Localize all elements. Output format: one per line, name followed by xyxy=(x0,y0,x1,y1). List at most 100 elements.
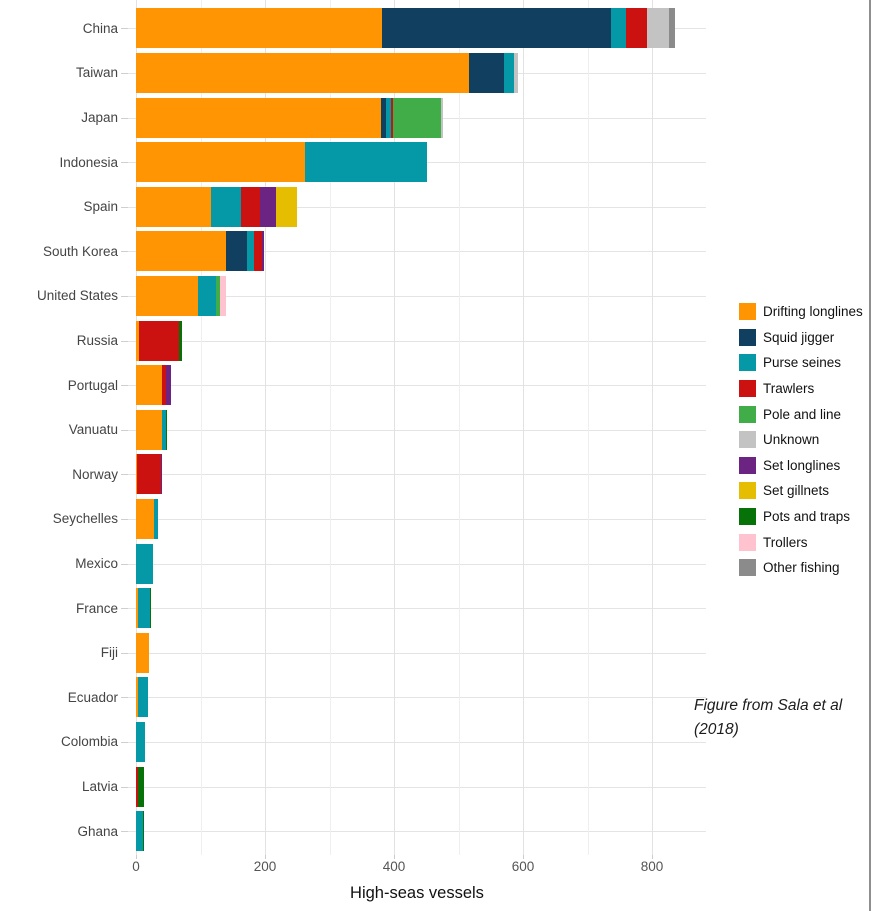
bar-segment xyxy=(215,275,220,316)
x-axis-tick xyxy=(265,855,266,859)
y-axis-label: Spain xyxy=(83,199,118,215)
gridline-horizontal xyxy=(128,474,706,476)
legend-label: Set gillnets xyxy=(763,483,830,499)
bar-row-colombia xyxy=(136,721,146,762)
legend-label: Squid jigger xyxy=(763,329,835,345)
legend-swatch xyxy=(739,482,756,500)
gridline-horizontal xyxy=(128,741,706,743)
bar-segment xyxy=(136,632,149,673)
bar-segment xyxy=(393,97,442,138)
legend-swatch xyxy=(739,354,756,372)
gridline-major xyxy=(652,0,653,855)
y-axis-tick xyxy=(121,385,128,387)
legend-label: Set longlines xyxy=(763,457,841,473)
y-axis-tick xyxy=(121,295,128,297)
bar-row-seychelles xyxy=(136,498,158,539)
gridline-major xyxy=(523,0,524,855)
bar-segment xyxy=(261,231,264,272)
bar-segment xyxy=(179,320,183,361)
y-axis-tick xyxy=(121,518,128,520)
y-axis-tick xyxy=(121,251,128,253)
gridline-horizontal xyxy=(128,786,706,788)
y-axis-tick xyxy=(121,429,128,431)
y-axis-tick xyxy=(121,72,128,74)
bar-segment xyxy=(211,186,242,227)
bar-segment xyxy=(136,365,162,406)
y-axis-label: Norway xyxy=(72,466,118,482)
bar-row-united-states xyxy=(136,275,226,316)
bar-segment xyxy=(136,97,382,138)
gridline-horizontal xyxy=(128,429,706,431)
y-axis-label: France xyxy=(75,600,118,616)
legend-swatch xyxy=(739,508,756,526)
legend-swatch xyxy=(739,380,756,398)
y-axis-tick xyxy=(121,697,128,699)
bar-row-taiwan xyxy=(136,52,518,93)
legend-item: Pots and traps xyxy=(739,504,863,530)
y-axis-tick xyxy=(121,831,128,833)
bar-segment xyxy=(136,498,155,539)
y-axis-tick xyxy=(121,652,128,654)
bar-segment xyxy=(136,721,146,762)
legend-label: Trollers xyxy=(763,534,808,550)
x-axis-tick-label: 200 xyxy=(253,859,277,874)
legend-label: Purse seines xyxy=(763,355,842,371)
gridline-horizontal xyxy=(128,251,706,253)
y-axis-label: South Korea xyxy=(42,243,118,259)
bar-segment xyxy=(139,320,180,361)
bar-segment xyxy=(610,8,626,49)
bar-segment xyxy=(381,97,387,138)
bar-segment xyxy=(254,231,262,272)
x-axis-tick-label: 600 xyxy=(511,859,535,874)
x-axis-tick-label: 0 xyxy=(132,859,140,874)
bar-segment xyxy=(161,365,166,406)
bar-segment xyxy=(136,142,305,183)
bar-segment xyxy=(136,52,469,93)
bar-segment xyxy=(136,811,144,852)
x-axis-tick-label: 800 xyxy=(640,859,664,874)
bar-segment xyxy=(136,677,138,718)
y-axis-tick xyxy=(121,741,128,743)
y-axis-label: Mexico xyxy=(75,556,118,571)
y-axis-label: Ecuador xyxy=(67,689,118,705)
legend-label: Other fishing xyxy=(763,560,840,576)
bar-segment xyxy=(391,97,394,138)
y-axis-tick xyxy=(121,117,128,119)
legend-item: Squid jigger xyxy=(739,325,863,351)
bar-segment xyxy=(275,186,297,227)
legend-swatch xyxy=(739,559,756,577)
legend-swatch xyxy=(739,456,756,474)
legend-item: Unknown xyxy=(739,427,863,453)
legend-label: Pots and traps xyxy=(763,509,851,525)
gridline-major xyxy=(265,0,266,855)
y-axis-tick xyxy=(121,162,128,164)
bar-segment xyxy=(137,454,162,495)
bar-segment xyxy=(381,8,611,49)
y-axis-label: Vanuatu xyxy=(68,422,118,438)
y-axis-tick xyxy=(121,206,128,208)
y-axis-label: Seychelles xyxy=(52,511,118,527)
bar-row-fiji xyxy=(136,632,149,673)
bar-row-south-korea xyxy=(136,231,264,272)
bar-segment xyxy=(136,766,138,807)
x-axis-tick xyxy=(136,855,137,859)
y-axis-label: Portugal xyxy=(67,377,118,393)
legend-swatch xyxy=(739,303,756,321)
legend-swatch xyxy=(739,533,756,551)
y-axis-label: Ghana xyxy=(77,823,118,839)
gridline-horizontal xyxy=(128,295,706,297)
y-axis-label: Latvia xyxy=(81,779,118,794)
y-axis-tick xyxy=(121,474,128,476)
bar-segment xyxy=(137,588,150,629)
y-axis-label: China xyxy=(82,20,118,36)
y-axis-tick xyxy=(121,608,128,610)
legend-item: Set gillnets xyxy=(739,478,863,504)
bar-segment xyxy=(136,231,226,272)
bar-segment xyxy=(165,409,167,450)
y-axis-tick xyxy=(121,563,128,565)
gridline-horizontal xyxy=(128,563,706,565)
bar-segment xyxy=(225,231,247,272)
bar-row-portugal xyxy=(136,365,171,406)
right-edge-line xyxy=(869,0,871,911)
